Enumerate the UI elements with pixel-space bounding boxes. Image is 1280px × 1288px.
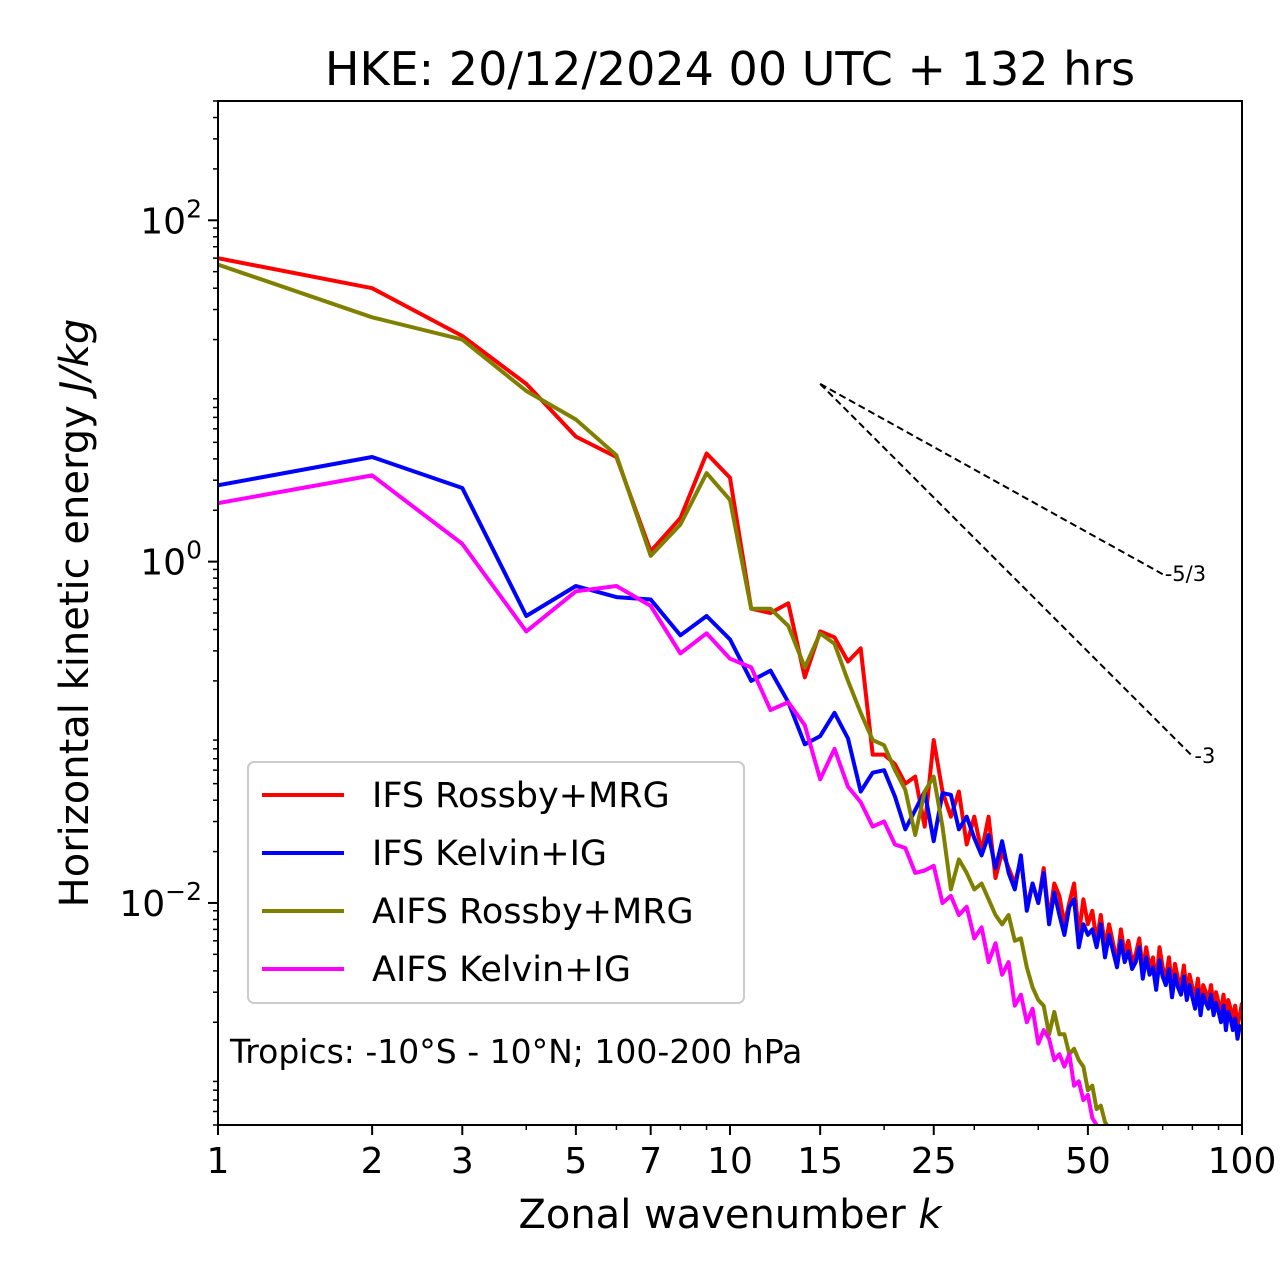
plot-frame	[217, 100, 1243, 1126]
x-tick-label: 15	[797, 1141, 843, 1182]
y-major-ticks	[208, 219, 218, 904]
x-tick-label: 25	[911, 1141, 957, 1182]
x-tick-label: 5	[564, 1141, 587, 1182]
reference-slope-line	[819, 383, 1164, 576]
reference-slope-label: -3	[1194, 744, 1215, 768]
legend-label: AIFS Rossby+MRG	[372, 892, 694, 932]
reference-slope-line	[819, 383, 1194, 757]
x-tick-label: 1	[207, 1141, 230, 1182]
x-tick-labels: 1 2 3 5 7 10 15 25 50 100	[207, 1141, 1277, 1182]
legend-label: AIFS Kelvin+IG	[372, 950, 631, 990]
legend-label: IFS Kelvin+IG	[372, 834, 607, 874]
x-axis-label: Zonal wavenumber k	[518, 1192, 943, 1238]
x-tick-label: 10	[707, 1141, 753, 1182]
x-tick-label: 7	[639, 1141, 662, 1182]
x-tick-label: 100	[1208, 1141, 1277, 1182]
x-tick-label: 50	[1065, 1141, 1111, 1182]
series-line-3	[218, 473, 1099, 1125]
reference-slope-label: -5/3	[1165, 562, 1206, 586]
reference-slope-lines: -5/3 -3	[819, 383, 1215, 768]
y-tick-label: 102	[140, 194, 202, 242]
legend: IFS Rossby+MRG IFS Kelvin+IG AIFS Rossby+M…	[247, 761, 745, 1004]
chart-title: HKE: 20/12/2024 00 UTC + 132 hrs	[325, 42, 1135, 96]
y-tick-label: 10−2	[119, 877, 202, 925]
y-tick-labels: 10−2 100 102	[119, 194, 202, 925]
y-tick-label: 100	[140, 536, 202, 584]
region-annotation: Tropics: -10°S - 10°N; 100-200 hPa	[229, 1032, 802, 1071]
x-tick-label: 2	[361, 1141, 384, 1182]
series-line-1	[218, 455, 1242, 1041]
series-lines	[218, 256, 1242, 1125]
legend-label: IFS Rossby+MRG	[372, 776, 670, 816]
x-tick-label: 3	[451, 1141, 474, 1182]
legend-frame	[247, 761, 745, 1004]
y-axis-label: Horizontal kinetic energy J/kg	[52, 319, 98, 908]
legend-entries: IFS Rossby+MRG IFS Kelvin+IG AIFS Rossby+M…	[262, 776, 694, 990]
series-line-2	[218, 262, 1110, 1125]
x-major-ticks	[217, 1125, 1243, 1135]
